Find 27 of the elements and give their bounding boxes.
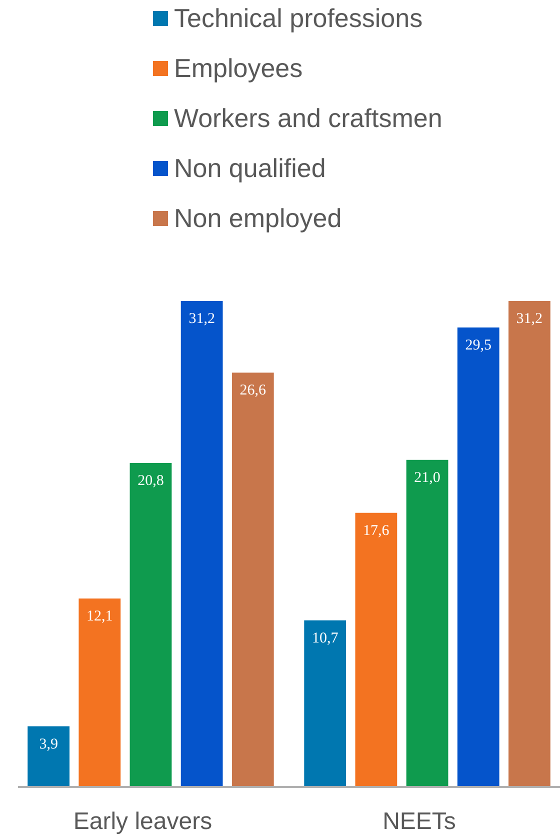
data-label: 21,0 — [414, 470, 440, 486]
legend-label: Non employed — [174, 203, 342, 233]
data-label: 31,2 — [516, 311, 543, 327]
data-label: 17,6 — [363, 522, 390, 539]
legend-label: Technical professions — [174, 3, 423, 33]
legend-label: Workers and craftsmen — [174, 103, 442, 133]
bar — [508, 301, 550, 787]
x-tick-label: NEETs — [382, 808, 456, 835]
bar — [232, 372, 274, 787]
bar — [78, 598, 121, 787]
bar — [180, 301, 223, 787]
data-label: 31,2 — [188, 311, 215, 327]
data-label: 20,8 — [138, 473, 164, 489]
legend-label: Non qualified — [174, 153, 326, 183]
data-label: 3,9 — [39, 736, 58, 752]
data-label: 29,5 — [465, 337, 492, 354]
bar — [130, 463, 172, 787]
x-tick-label: Early leavers — [73, 808, 212, 835]
bar — [406, 460, 448, 787]
bar — [304, 620, 346, 787]
data-label: 12,1 — [86, 608, 113, 625]
bar — [355, 512, 398, 787]
data-label: 10,7 — [312, 630, 339, 646]
bar — [28, 726, 70, 787]
data-label: 26,6 — [240, 382, 267, 399]
bar — [457, 327, 500, 787]
legend-label: Employees — [174, 53, 303, 83]
